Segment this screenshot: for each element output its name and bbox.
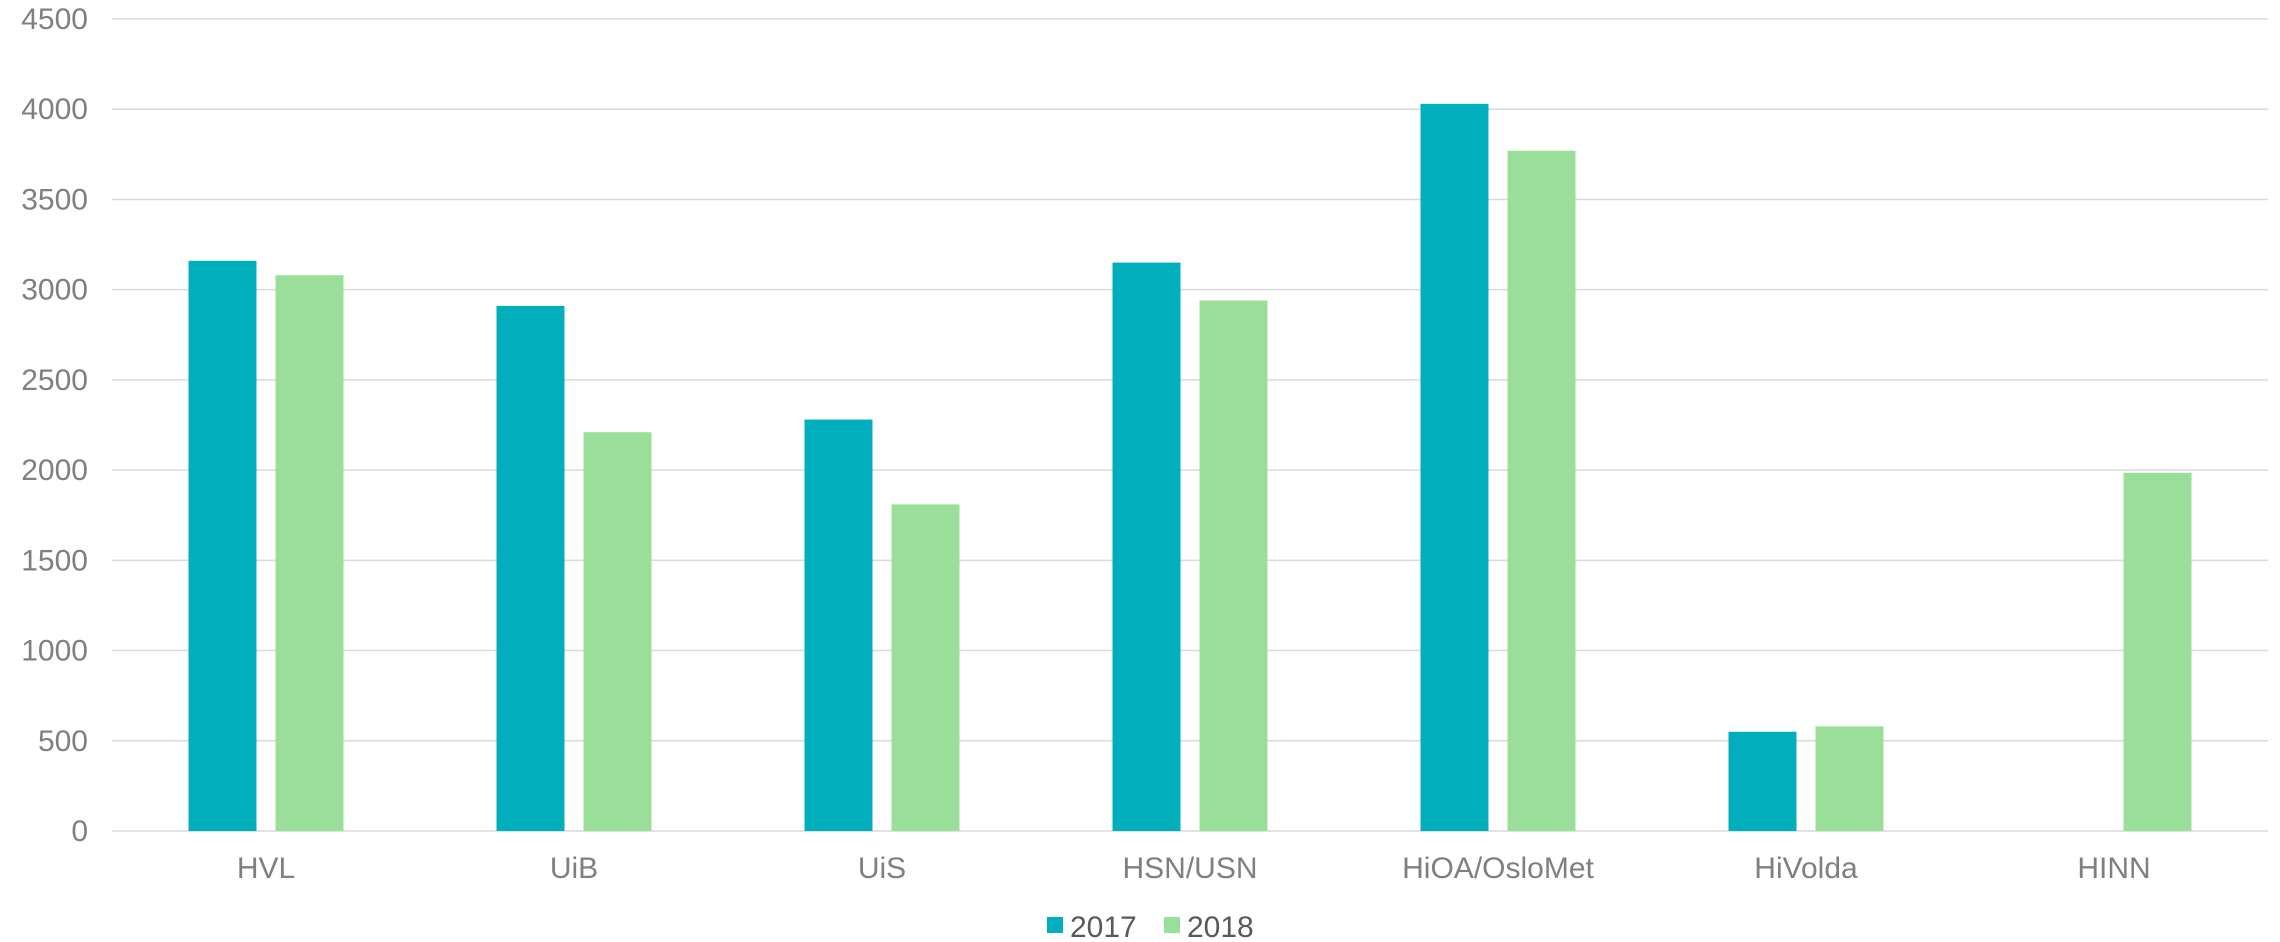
bar-uib-2018: [583, 432, 652, 831]
bar-hioa-oslomet-2017: [1420, 103, 1489, 831]
legend-swatch-2017: [1047, 917, 1063, 933]
legend: 2017 2018: [1047, 911, 1254, 942]
bar-hsn-usn-2018: [1199, 300, 1268, 831]
y-tick-label: 1500: [21, 544, 88, 577]
y-tick-label: 500: [38, 725, 88, 758]
bar-hinn-2018: [2123, 472, 2192, 831]
bar-hioa-oslomet-2018: [1507, 150, 1576, 832]
x-tick-label: HiOA/OsloMet: [1402, 852, 1594, 885]
bar-hsn-usn-2017: [1112, 262, 1181, 832]
y-tick-label: 0: [71, 815, 88, 848]
x-tick-label: HVL: [237, 852, 295, 885]
gridlines: [112, 18, 2268, 832]
x-tick-label: UiB: [550, 852, 598, 885]
legend-swatch-2018: [1164, 917, 1180, 933]
legend-label-2018: 2018: [1187, 911, 1254, 942]
bar-uis-2017: [804, 419, 873, 831]
bar-uib-2017: [496, 305, 565, 831]
x-tick-label: HSN/USN: [1122, 852, 1257, 885]
x-axis-tick-labels: HVL UiB UiS HSN/USN HiOA/OsloMet HiVolda HINN: [237, 852, 2151, 885]
y-tick-label: 2000: [21, 454, 88, 487]
legend-label-2017: 2017: [1070, 911, 1137, 942]
y-axis-tick-labels: 0 500 1000 1500 2000 2500 3000 3500 4000 4500: [21, 3, 88, 848]
y-tick-label: 3000: [21, 274, 88, 307]
y-tick-label: 4500: [21, 3, 88, 36]
y-tick-label: 3500: [21, 183, 88, 216]
bar-hvl-2017: [188, 260, 257, 832]
bar-hivolda-2018: [1815, 726, 1884, 831]
y-tick-label: 4000: [21, 93, 88, 126]
bars: [188, 103, 2192, 832]
y-tick-label: 2500: [21, 364, 88, 397]
x-tick-label: UiS: [858, 852, 906, 885]
bar-hivolda-2017: [1728, 731, 1797, 831]
y-tick-label: 1000: [21, 635, 88, 668]
bar-uis-2018: [891, 504, 960, 831]
x-tick-label: HiVolda: [1754, 852, 1858, 885]
x-tick-label: HINN: [2077, 852, 2150, 885]
bar-hvl-2018: [275, 275, 344, 832]
